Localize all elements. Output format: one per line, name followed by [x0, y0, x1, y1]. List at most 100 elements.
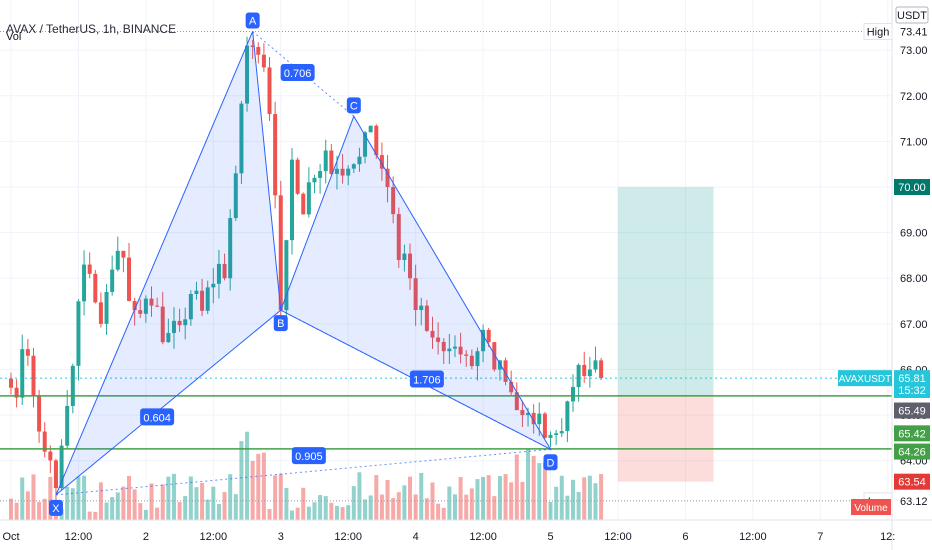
volume-bar [211, 486, 216, 520]
candle-body [132, 301, 137, 311]
volume-bar [194, 487, 199, 520]
candle-body [9, 378, 13, 388]
volume-bar [267, 508, 272, 520]
candle-body [520, 410, 525, 416]
volume-badge [851, 499, 891, 515]
candle-body [48, 451, 53, 461]
volume-bar [306, 506, 311, 520]
candle-body [76, 301, 81, 366]
symbol-badge [838, 370, 892, 387]
price-badge-label: 63.54 [898, 477, 926, 489]
volume-bar [441, 507, 446, 520]
candle-body [87, 264, 92, 274]
pattern-point-badge [543, 454, 558, 471]
pattern-ratio-badge [291, 447, 326, 465]
candle-body [245, 45, 250, 104]
harmonic-pattern: X A B C D 0.604 0.706 1.706 0.905 [48, 12, 558, 516]
price-badge [894, 473, 930, 490]
candle-body [171, 320, 176, 333]
volume-bar [329, 502, 334, 520]
pattern-point-label: A [249, 15, 257, 27]
high-label: High [867, 26, 890, 38]
long-position-tool [617, 187, 714, 482]
candle-body [312, 177, 317, 183]
candle-body [239, 103, 244, 174]
candle-body [290, 159, 294, 241]
volume-bar [121, 486, 126, 520]
candle-body [205, 287, 210, 311]
time-tick-label: 6 [682, 531, 688, 543]
position-stop-zone [617, 395, 714, 482]
volume-bar [464, 494, 469, 520]
price-badge [894, 443, 930, 460]
volume-bar [127, 475, 132, 520]
candle-body [374, 125, 379, 156]
volume-bar [391, 498, 396, 520]
time-tick-label: 12:00 [604, 531, 632, 543]
pattern-point-label: D [547, 457, 555, 469]
volume-bar [284, 487, 289, 520]
time-tick-label: 12:00 [334, 531, 362, 543]
candle-body [402, 253, 407, 260]
price-tick-label: 67.00 [900, 319, 928, 331]
candle-body [25, 349, 30, 356]
volume-bar [171, 473, 176, 520]
volume-bar [250, 460, 255, 520]
volume-bar [301, 487, 306, 520]
time-tick-label: 5 [547, 531, 553, 543]
price-tick-label: 71.00 [900, 136, 928, 148]
candle-body [323, 150, 328, 172]
high-value: 73.41 [900, 26, 928, 38]
volume-bar [419, 472, 424, 520]
candle-body [70, 365, 75, 406]
candle-body [475, 351, 480, 367]
volume-bar [104, 502, 109, 520]
candle-body [155, 305, 160, 307]
candle-body [391, 187, 396, 215]
price-badge-label: 65.49 [898, 406, 926, 418]
volume-bar [514, 454, 519, 520]
volume-bar [188, 476, 193, 520]
candle-body [469, 355, 474, 367]
candle-body [363, 132, 368, 157]
volume-bar [65, 486, 70, 520]
volume-bar [216, 504, 221, 520]
candle-body [436, 337, 441, 342]
candle-body [53, 460, 58, 489]
time-tick-label: 12:00 [200, 531, 228, 543]
volume-bar [357, 472, 362, 520]
candle-body [306, 182, 311, 215]
candle-body [537, 413, 542, 425]
volume-bar [155, 507, 160, 520]
price-tick-label: 68.00 [900, 273, 928, 285]
candle-body [526, 412, 531, 416]
volume-bar [385, 479, 390, 520]
pattern-ratio-label: 1.706 [413, 375, 441, 387]
candle-body [346, 168, 351, 176]
candle-body [177, 320, 182, 326]
price-badge-label: 64.26 [898, 447, 926, 459]
price-badge [894, 402, 930, 419]
pattern-triangle-xab [55, 31, 282, 496]
volume-bar [20, 477, 25, 520]
volume-bar [593, 483, 598, 520]
volume-bar [177, 502, 182, 520]
candle-body [452, 346, 457, 349]
volume-bar [239, 441, 244, 520]
low-value: 63.12 [900, 496, 928, 508]
candle-body [497, 360, 502, 370]
candle-body [554, 433, 559, 436]
pattern-point-label: C [350, 100, 358, 112]
candle-body [256, 46, 261, 55]
volume-bar [318, 495, 323, 520]
candle-body [385, 168, 390, 188]
candle-body [14, 387, 19, 398]
volume-bar [424, 498, 429, 520]
candle-body [329, 150, 334, 174]
pattern-ratio-label: 0.905 [295, 451, 323, 463]
chart-title: AVAX / TetherUS, 1h, BINANCE [6, 22, 177, 36]
candle-body [531, 412, 536, 425]
volume-indicator-label[interactable]: Vol [6, 31, 22, 43]
candle-body [216, 263, 221, 284]
